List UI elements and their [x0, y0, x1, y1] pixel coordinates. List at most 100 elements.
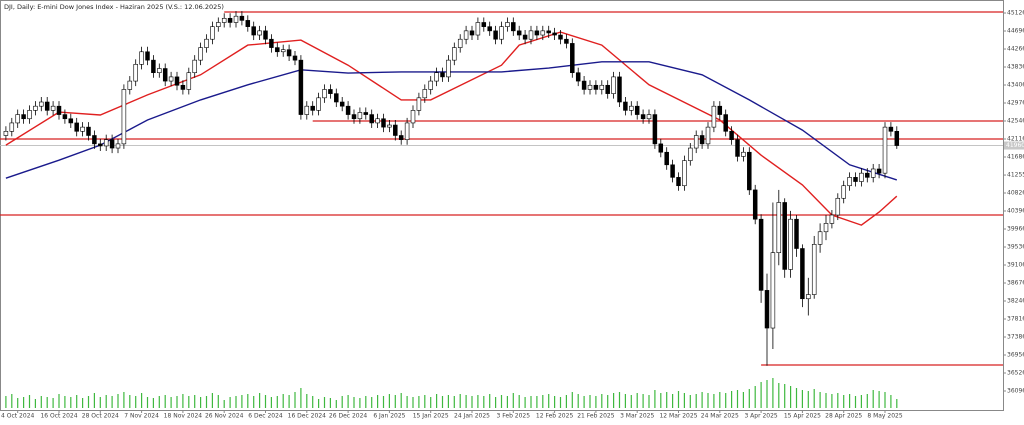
candle-body [286, 49, 292, 57]
volume-bar [23, 397, 25, 408]
volume-bar [772, 378, 774, 408]
x-tick-label: 15 Jan 2025 [413, 413, 449, 420]
candle-body [245, 20, 251, 27]
y-tick-label: 44696 [1007, 28, 1024, 35]
candle-body [351, 114, 357, 120]
y-tick-label: 42546 [1007, 118, 1024, 125]
volume-bar [318, 399, 320, 408]
volume-bar [701, 392, 703, 408]
volume-bar [813, 389, 815, 408]
volume-bar [58, 394, 60, 408]
volume-bar [589, 395, 591, 408]
volume-bar [253, 396, 255, 408]
volume-bar [825, 393, 827, 408]
x-tick-label: 24 Jan 2025 [454, 413, 490, 420]
volume-bar [784, 384, 786, 408]
volume-bar [571, 392, 573, 408]
volume-bar [347, 395, 349, 408]
candle-body [168, 76, 174, 82]
candle-body [322, 89, 327, 99]
candle-body [705, 126, 711, 145]
candle-body [227, 17, 233, 23]
candle-body [634, 105, 640, 115]
volume-bar [483, 396, 485, 408]
candle-body [481, 22, 487, 27]
candle-body [127, 80, 133, 90]
volume-bar [146, 397, 149, 408]
y-tick-label: 37816 [1007, 316, 1024, 323]
candle-body [558, 34, 563, 40]
volume-bar [329, 398, 331, 408]
plot-frame [0, 0, 1004, 411]
volume-bar [837, 393, 839, 408]
x-tick-label: 26 Nov 2024 [205, 413, 244, 420]
candle-body [162, 68, 168, 82]
candle-body [151, 59, 156, 74]
candle-body [841, 185, 846, 199]
y-tick-label: 37386 [1007, 333, 1024, 340]
candle-body [292, 55, 298, 61]
candle-body [688, 147, 693, 161]
candle-body [446, 59, 451, 78]
current-price-label: 41960 [1006, 142, 1024, 149]
volume-bar [229, 397, 231, 408]
current-price-box [1004, 141, 1024, 150]
volume-bar [831, 394, 833, 408]
candle-body [794, 218, 799, 249]
candle-body [770, 252, 776, 329]
candle-body [68, 118, 74, 124]
x-tick-label: 28 Oct 2024 [82, 413, 119, 420]
candle-body [682, 160, 687, 187]
volume-bar [158, 396, 160, 408]
candle-body [62, 114, 68, 120]
candle-body [139, 51, 144, 65]
candle-body [56, 105, 62, 115]
volume-bar [707, 393, 709, 408]
x-tick-label: 18 Nov 2024 [164, 413, 203, 420]
candle-body [693, 135, 699, 149]
volume-bar [306, 394, 308, 408]
candle-body [157, 68, 162, 74]
volume-bar [807, 391, 809, 408]
candle-body [428, 80, 433, 90]
candle-body [493, 30, 498, 40]
candle-body [876, 168, 882, 174]
candle-body [652, 114, 658, 145]
volume-bar [247, 394, 249, 408]
candle-body [92, 135, 97, 145]
candle-body [221, 17, 227, 23]
candle-body [457, 38, 463, 48]
volume-bar [536, 396, 538, 408]
candle-body [723, 114, 728, 132]
volume-bar [17, 398, 19, 408]
candle-body [27, 110, 32, 120]
volume-bar [613, 393, 615, 408]
candle-body [310, 105, 315, 111]
candle-body [570, 43, 575, 74]
volume-bar [377, 395, 379, 408]
candle-body [216, 22, 221, 27]
volume-bar [28, 395, 31, 408]
candle-body [452, 47, 457, 61]
volume-bar [188, 396, 190, 408]
candle-body [180, 84, 186, 90]
volume-bar [618, 392, 621, 408]
volume-bar [99, 397, 101, 408]
volume-bar [447, 395, 449, 408]
volume-bar [689, 395, 691, 408]
volume-bar [141, 393, 143, 408]
x-tick-label: 26 Dec 2024 [329, 413, 368, 420]
y-tick-label: 44266 [1007, 46, 1024, 53]
candle-body [829, 214, 835, 224]
candle-body [587, 84, 593, 90]
volume-bar [371, 397, 373, 408]
candle-body [499, 26, 504, 40]
volume-bar [152, 398, 154, 408]
volume-bar [40, 396, 42, 408]
candle-body [870, 168, 876, 178]
x-tick-label: 3 Feb 2025 [497, 413, 531, 420]
candle-body [145, 51, 150, 61]
volume-bar [276, 396, 278, 408]
candle-body [44, 101, 50, 111]
volume-bar [878, 391, 880, 408]
